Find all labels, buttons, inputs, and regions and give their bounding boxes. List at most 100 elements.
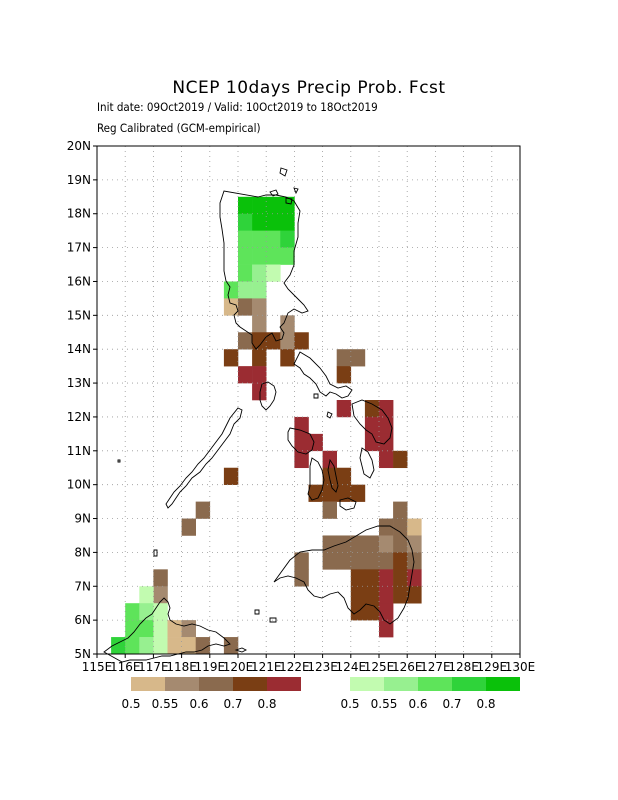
wet-legend-label: 0.8 [476, 697, 495, 711]
x-tick-label: 118E [166, 660, 197, 674]
probability-cell [379, 603, 394, 621]
y-tick-label: 16N [67, 274, 91, 288]
probability-cell [379, 416, 394, 435]
probability-cell [393, 450, 408, 469]
probability-cell [153, 620, 168, 638]
probability-cell [379, 569, 394, 587]
plot-frame [96, 145, 521, 655]
probability-cell [252, 230, 267, 248]
probability-cell [350, 349, 366, 367]
probability-cell [238, 332, 253, 350]
x-tick-label: 115E [82, 660, 113, 674]
x-tick-label: 129E [477, 660, 508, 674]
probability-cell [393, 518, 408, 536]
probability-cell [280, 315, 295, 333]
probability-cell [308, 433, 323, 452]
probability-cell [139, 603, 154, 621]
subtitle-dates: Init date: 09Oct2019 / Valid: 10Oct2019 … [97, 100, 378, 114]
probability-cell [252, 298, 267, 316]
wet-legend-swatch [384, 677, 418, 691]
x-tick-label: 120E [223, 660, 254, 674]
y-tick-label: 13N [67, 376, 91, 390]
probability-cell [379, 450, 394, 469]
probability-cell [238, 247, 253, 265]
wet-legend-swatch [418, 677, 452, 691]
y-tick-label: 5N [74, 647, 91, 661]
probability-cell [407, 569, 422, 587]
color-legend: 0.5 0.55 0.6 0.7 0.8 0.5 0.55 0.6 0.7 0.8 [121, 677, 520, 711]
probability-cell [252, 213, 267, 231]
coastline-mindanao [273, 525, 415, 625]
x-tick-label: 122E [279, 660, 310, 674]
probability-cell [336, 400, 352, 418]
probability-cell [223, 349, 239, 367]
wet-legend-label: 0.6 [408, 697, 427, 711]
probability-cell [393, 586, 408, 604]
axis-ticks: 115E116E117E118E119E120E121E122E123E124E… [67, 139, 536, 674]
y-tick-label: 7N [74, 579, 91, 593]
probability-cell [195, 637, 211, 655]
wet-legend-swatch [350, 677, 384, 691]
probability-cell [364, 400, 380, 418]
coastline-samar [351, 399, 393, 445]
probability-cell [336, 366, 352, 384]
coastline-sulu [117, 393, 333, 653]
probability-cell [322, 501, 337, 519]
x-tick-label: 123E [307, 660, 338, 674]
x-tick-label: 119E [195, 660, 226, 674]
probability-cell [252, 281, 267, 299]
probability-cell [350, 569, 366, 587]
dry-legend-swatch [267, 677, 301, 691]
probability-cell [280, 196, 295, 215]
probability-cell [364, 569, 380, 587]
coastline-bicol [293, 351, 353, 399]
y-tick-label: 18N [67, 207, 91, 221]
probability-cell [280, 332, 295, 350]
probability-cell [280, 230, 295, 248]
probability-cell [336, 484, 352, 502]
probability-cell [322, 552, 337, 570]
dry-legend-swatch [131, 677, 165, 691]
probability-cell [223, 298, 239, 316]
probability-cell [364, 586, 380, 604]
probability-cell [294, 433, 309, 452]
probability-cell [223, 467, 239, 485]
probability-cell [139, 620, 154, 638]
probability-cell [393, 569, 408, 587]
dry-legend-label: 0.8 [257, 697, 276, 711]
probability-cell [407, 518, 422, 536]
y-tick-label: 11N [67, 444, 91, 458]
probability-cell [393, 552, 408, 570]
grid-lines [97, 146, 520, 654]
x-tick-label: 117E [138, 660, 169, 674]
probability-cell [294, 450, 309, 469]
x-tick-label: 126E [392, 660, 423, 674]
coastline-leyte [359, 447, 375, 479]
probability-cell [266, 230, 281, 248]
dry-legend-swatch [165, 677, 199, 691]
probability-cell [139, 586, 154, 604]
probability-cell [379, 400, 394, 418]
probability-cell [252, 247, 267, 265]
probability-cell [350, 552, 366, 570]
probability-cell [252, 383, 267, 401]
coastlines [103, 167, 415, 663]
y-tick-label: 9N [74, 512, 91, 526]
probability-cell [393, 501, 408, 519]
x-tick-label: 128E [448, 660, 479, 674]
x-tick-label: 121E [251, 660, 282, 674]
probability-cell [364, 416, 380, 435]
probability-cell [407, 535, 422, 553]
probability-cell [139, 637, 154, 655]
probability-cell [280, 247, 295, 265]
coastline-negros [307, 457, 325, 501]
coastline-palawan [165, 407, 243, 509]
probability-cell [238, 196, 253, 215]
wet-legend-swatch [452, 677, 486, 691]
coastline-borneo [103, 597, 231, 663]
probability-cell [266, 196, 281, 215]
y-tick-label: 8N [74, 545, 91, 559]
probability-cell [266, 332, 281, 350]
probability-cell [153, 569, 168, 587]
x-tick-label: 116E [110, 660, 141, 674]
